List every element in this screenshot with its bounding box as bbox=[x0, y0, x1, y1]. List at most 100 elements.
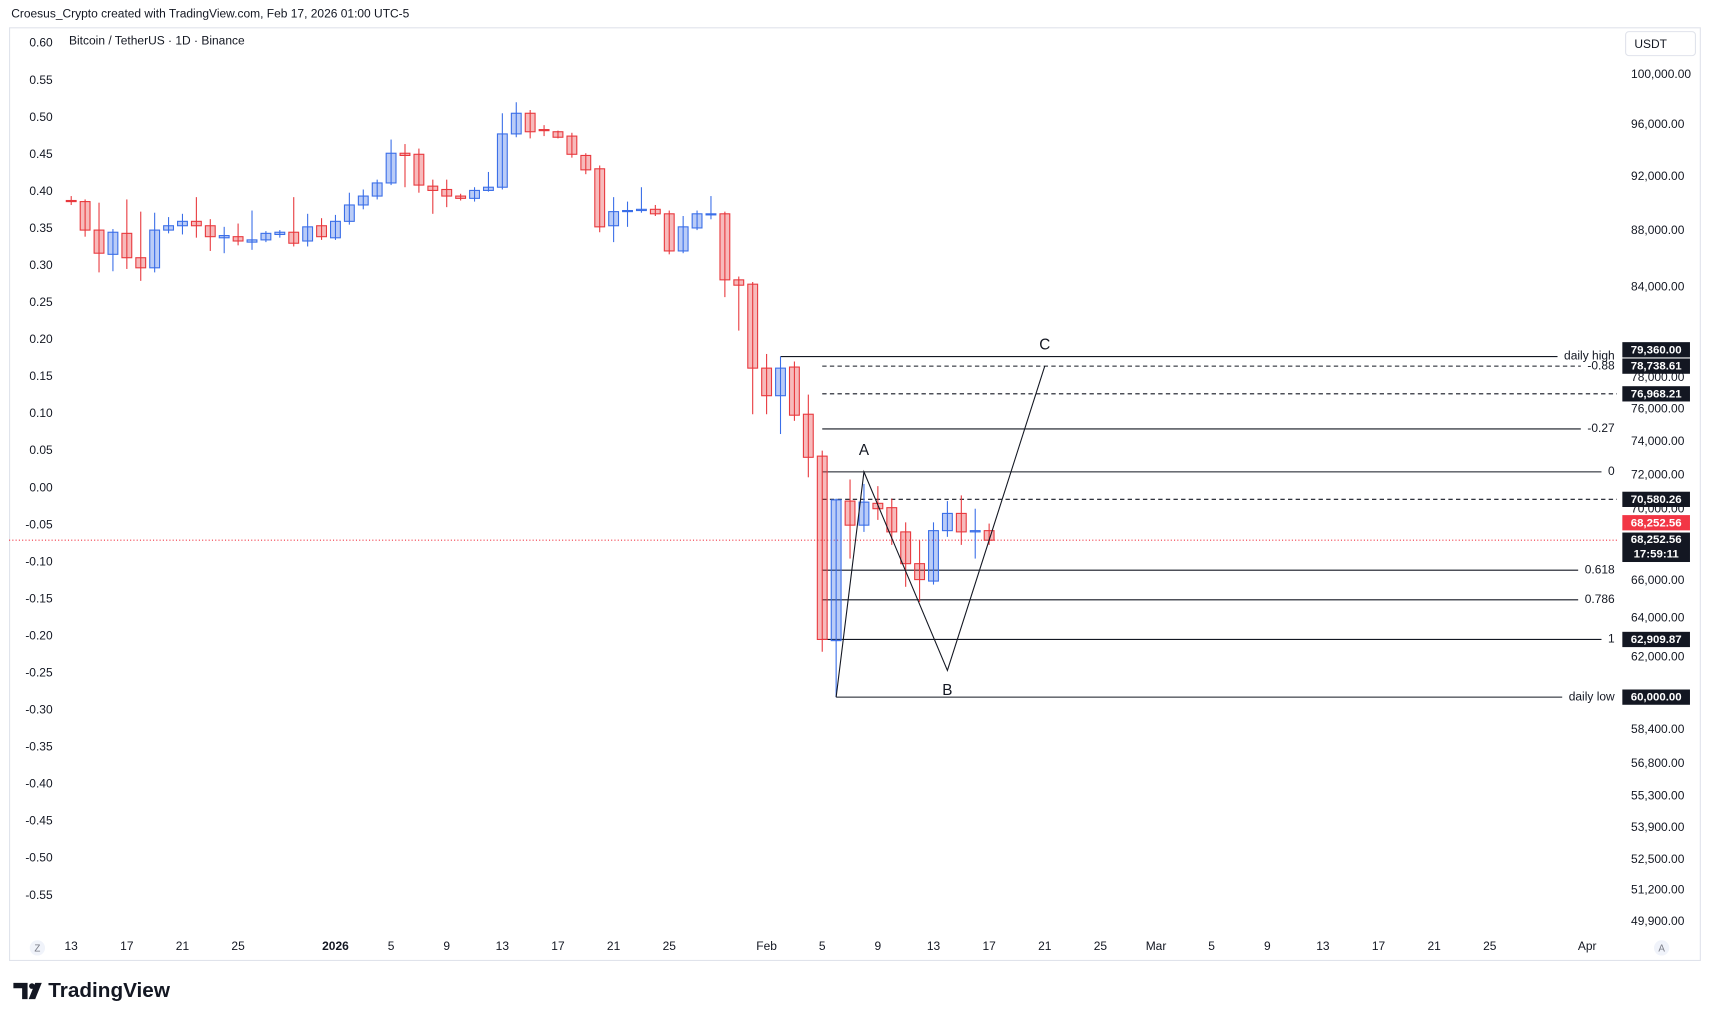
candle-body bbox=[510, 112, 522, 135]
x-tick-label: Mar bbox=[1146, 939, 1167, 953]
price-tag bbox=[1622, 386, 1690, 402]
y2-tick-label: -0.20 bbox=[25, 628, 53, 642]
level-label: -0.88 bbox=[1587, 358, 1615, 372]
candle-body bbox=[65, 199, 77, 203]
candle-body bbox=[802, 413, 814, 458]
auto-scale-button[interactable] bbox=[1653, 940, 1670, 956]
y-tick-label: 51,200.00 bbox=[1631, 882, 1685, 896]
candle-body bbox=[761, 367, 773, 397]
level-label: 0.618 bbox=[1585, 562, 1615, 576]
attribution: Croesus_Crypto created with TradingView.… bbox=[11, 6, 409, 20]
y-tick-label: 92,000.00 bbox=[1631, 169, 1685, 183]
y2-tick-label: 0.20 bbox=[29, 332, 53, 346]
y-tick-label: 66,000.00 bbox=[1631, 573, 1685, 587]
x-tick-label: Apr bbox=[1578, 939, 1597, 953]
y2-tick-label: -0.15 bbox=[25, 591, 53, 605]
x-tick-label: 17 bbox=[982, 939, 996, 953]
price-tag bbox=[1622, 342, 1690, 358]
candle-body bbox=[844, 500, 856, 526]
y-tick-label: 100,000.00 bbox=[1631, 67, 1691, 81]
price-tag bbox=[1622, 631, 1690, 648]
chart-title: Bitcoin / TetherUS · 1D · Binance bbox=[69, 34, 245, 48]
level-label: -0.27 bbox=[1587, 421, 1615, 435]
candle-body bbox=[747, 283, 759, 369]
candle-body bbox=[900, 531, 912, 565]
y2-tick-label: -0.45 bbox=[25, 814, 53, 828]
candle-body bbox=[858, 501, 870, 526]
candle-body bbox=[482, 186, 494, 191]
candle-body bbox=[969, 530, 981, 533]
y2-tick-label: -0.30 bbox=[25, 703, 53, 717]
x-tick-label: 21 bbox=[607, 939, 621, 953]
candle-body bbox=[371, 182, 383, 197]
candle-body bbox=[816, 455, 828, 641]
level-label: daily high bbox=[1564, 349, 1615, 363]
level-label: 0.786 bbox=[1585, 592, 1615, 606]
candle-body bbox=[455, 195, 467, 199]
x-tick-label: 13 bbox=[1316, 939, 1330, 953]
candle-body bbox=[594, 168, 606, 228]
candle-body bbox=[385, 152, 397, 184]
x-tick-label: 2026 bbox=[322, 939, 349, 953]
x-tick-label: 13 bbox=[496, 939, 510, 953]
price-tag bbox=[1622, 358, 1690, 374]
y-tick-label: 72,000.00 bbox=[1631, 467, 1685, 481]
y-tick-label: 52,500.00 bbox=[1631, 852, 1685, 866]
y-tick-label: 76,000.00 bbox=[1631, 401, 1685, 415]
candle-body bbox=[399, 152, 411, 156]
candle-body bbox=[427, 185, 439, 191]
x-tick-label: 25 bbox=[231, 939, 245, 953]
price-tag-label: 79,360.00 bbox=[1631, 344, 1682, 356]
level-label: daily low bbox=[1569, 689, 1615, 703]
last-price-tag-label: 68,252.56 bbox=[1631, 517, 1682, 529]
y-tick-label: 64,000.00 bbox=[1631, 611, 1685, 625]
candle-body bbox=[163, 225, 175, 231]
candle-body bbox=[274, 231, 286, 236]
candle-body bbox=[190, 220, 202, 227]
countdown-price-label: 68,252.56 bbox=[1631, 534, 1682, 546]
level-label: 0 bbox=[1608, 464, 1615, 478]
y-tick-label: 53,900.00 bbox=[1631, 820, 1685, 834]
candle-body bbox=[941, 512, 953, 532]
candle-body bbox=[288, 231, 300, 244]
x-tick-label: 17 bbox=[120, 939, 134, 953]
candle-body bbox=[733, 279, 745, 286]
level-label: 1 bbox=[1608, 632, 1615, 646]
y2-tick-label: -0.55 bbox=[25, 888, 53, 902]
candle-body bbox=[830, 499, 842, 642]
y2-tick-label: -0.05 bbox=[25, 517, 53, 531]
pattern-label: A bbox=[859, 442, 870, 459]
candle-body bbox=[204, 225, 216, 238]
brand-name: TradingView bbox=[48, 979, 171, 1002]
candle-body bbox=[886, 507, 898, 533]
price-tag-label: 76,968.21 bbox=[1631, 388, 1683, 400]
x-tick-label: 17 bbox=[1372, 939, 1386, 953]
price-tag bbox=[1622, 491, 1690, 507]
y2-tick-label: 0.00 bbox=[29, 480, 53, 494]
candle-body bbox=[441, 188, 453, 197]
candle-body bbox=[524, 112, 536, 133]
y2-tick-label: -0.40 bbox=[25, 777, 53, 791]
candle-body bbox=[552, 131, 564, 138]
x-tick-label: Feb bbox=[756, 939, 777, 953]
candle-body bbox=[705, 213, 717, 216]
candle-body bbox=[218, 235, 230, 239]
currency-button[interactable] bbox=[1625, 31, 1696, 57]
candle-body bbox=[580, 154, 592, 171]
scale-button[interactable] bbox=[29, 940, 46, 956]
x-tick-label: 21 bbox=[176, 939, 190, 953]
y-tick-label: 55,300.00 bbox=[1631, 789, 1685, 803]
x-tick-label: 17 bbox=[551, 939, 565, 953]
price-tag-label: 62,909.87 bbox=[1631, 634, 1682, 646]
y2-tick-label: 0.50 bbox=[29, 110, 53, 124]
candle-body bbox=[928, 530, 939, 582]
y2-tick-label: 0.60 bbox=[29, 36, 53, 50]
candle-body bbox=[107, 231, 119, 255]
candle-body bbox=[357, 195, 369, 206]
pattern-label: C bbox=[1039, 336, 1050, 353]
y-tick-label: 58,400.00 bbox=[1631, 722, 1685, 736]
candle-body bbox=[177, 220, 188, 227]
candle-body bbox=[121, 232, 133, 259]
